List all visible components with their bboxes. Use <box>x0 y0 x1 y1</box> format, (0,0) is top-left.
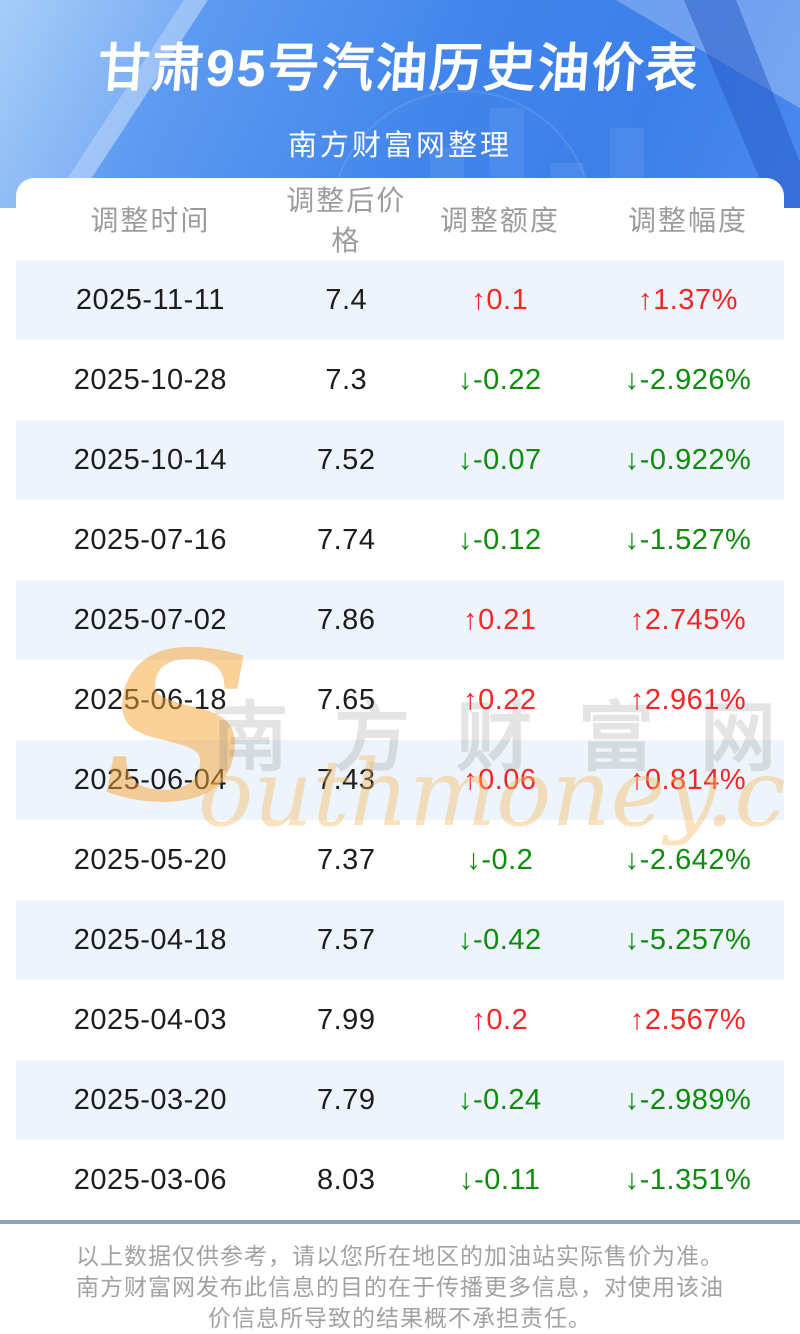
page-title: 甘肃95号汽油历史油价表 <box>95 40 702 98</box>
table-row: 2025-04-03 7.99 ↑0.2 ↑2.567% <box>16 980 784 1060</box>
cell-change-amount: ↓-0.22 <box>458 363 542 396</box>
cell-price: 7.57 <box>317 923 376 956</box>
cell-change-percent: ↑0.814% <box>629 763 747 796</box>
table-row: 2025-05-20 7.37 ↓-0.2 ↓-2.642% <box>16 820 784 900</box>
cell-price: 7.74 <box>317 523 376 556</box>
table-header-row: 调整时间 调整后价格 调整额度 调整幅度 <box>16 178 784 260</box>
table-row: 2025-04-18 7.57 ↓-0.42 ↓-5.257% <box>16 900 784 980</box>
cell-change-percent: ↓-2.989% <box>624 1083 752 1116</box>
table-row: 2025-10-14 7.52 ↓-0.07 ↓-0.922% <box>16 420 784 500</box>
cell-change-amount: ↑0.06 <box>463 763 537 796</box>
cell-change-percent: ↓-1.527% <box>624 523 752 556</box>
table-row: 2025-03-20 7.79 ↓-0.24 ↓-2.989% <box>16 1060 784 1140</box>
col-header-adjust-range: 调整幅度 <box>627 205 748 236</box>
cell-price: 8.03 <box>317 1163 376 1196</box>
cell-price: 7.65 <box>317 683 376 716</box>
cell-change-amount: ↓-0.24 <box>458 1083 542 1116</box>
cell-price: 7.3 <box>325 363 368 396</box>
cell-price: 7.99 <box>317 1003 376 1036</box>
cell-price: 7.43 <box>317 763 376 796</box>
col-header-adjust-time: 调整时间 <box>90 205 211 236</box>
table-row: 2025-03-06 8.03 ↓-0.11 ↓-1.351% <box>16 1140 784 1220</box>
cell-change-amount: ↑0.21 <box>463 603 537 636</box>
cell-change-percent: ↓-2.926% <box>624 363 752 396</box>
table-row: 2025-10-28 7.3 ↓-0.22 ↓-2.926% <box>16 340 784 420</box>
cell-change-percent: ↑2.567% <box>629 1003 747 1036</box>
cell-change-amount: ↓-0.11 <box>459 1163 541 1196</box>
cell-adjust-date: 2025-07-02 <box>73 603 228 636</box>
col-header-adjusted-price: 调整后价格 <box>286 185 407 256</box>
cell-price: 7.79 <box>317 1083 376 1116</box>
page-subtitle: 南方财富网整理 <box>287 130 512 162</box>
cell-price: 7.37 <box>317 843 376 876</box>
cell-change-amount: ↑0.2 <box>471 1003 529 1036</box>
col-header-adjust-amount: 调整额度 <box>439 205 560 236</box>
cell-adjust-date: 2025-06-04 <box>73 763 228 796</box>
price-table: 调整时间 调整后价格 调整额度 调整幅度 2025-11-11 7.4 ↑0.1 ↑1… <box>16 178 784 1220</box>
cell-change-amount: ↓-0.42 <box>458 923 542 956</box>
cell-adjust-date: 2025-07-16 <box>73 523 228 556</box>
cell-change-percent: ↓-2.642% <box>624 843 752 876</box>
footer-disclaimer: 以上数据仅供参考，请以您所在地区的加油站实际售价为准。南方财富网发布此信息的目的… <box>76 1243 724 1331</box>
cell-price: 7.86 <box>317 603 376 636</box>
cell-change-percent: ↑2.961% <box>629 683 747 716</box>
price-table-card: 调整时间 调整后价格 调整额度 调整幅度 2025-11-11 7.4 ↑0.1 ↑1… <box>16 178 784 1220</box>
table-row: 2025-07-16 7.74 ↓-0.12 ↓-1.527% <box>16 500 784 580</box>
cell-change-amount: ↓-0.2 <box>466 843 534 876</box>
price-table-body: 2025-11-11 7.4 ↑0.1 ↑1.37% 2025-10-28 7.3 ↓-0.… <box>16 260 784 1220</box>
cell-adjust-date: 2025-04-03 <box>73 1003 228 1036</box>
cell-adjust-date: 2025-03-20 <box>73 1083 228 1116</box>
table-row: 2025-07-02 7.86 ↑0.21 ↑2.745% <box>16 580 784 660</box>
cell-adjust-date: 2025-11-11 <box>75 283 225 316</box>
cell-change-percent: ↑1.37% <box>638 283 738 316</box>
table-row: 2025-06-18 7.65 ↑0.22 ↑2.961% <box>16 660 784 740</box>
cell-change-percent: ↓-5.257% <box>624 923 752 956</box>
cell-change-percent: ↓-0.922% <box>624 443 752 476</box>
cell-price: 7.4 <box>325 283 368 316</box>
cell-adjust-date: 2025-10-14 <box>73 443 228 476</box>
cell-change-percent: ↓-1.351% <box>624 1163 752 1196</box>
cell-change-amount: ↑0.1 <box>471 283 529 316</box>
cell-adjust-date: 2025-03-06 <box>73 1163 228 1196</box>
cell-change-amount: ↓-0.12 <box>458 523 542 556</box>
table-row: 2025-06-04 7.43 ↑0.06 ↑0.814% <box>16 740 784 820</box>
cell-adjust-date: 2025-04-18 <box>73 923 228 956</box>
cell-change-amount: ↑0.22 <box>463 683 537 716</box>
table-row: 2025-11-11 7.4 ↑0.1 ↑1.37% <box>16 260 784 340</box>
cell-price: 7.52 <box>317 443 376 476</box>
cell-adjust-date: 2025-06-18 <box>73 683 228 716</box>
cell-adjust-date: 2025-05-20 <box>73 843 228 876</box>
cell-change-amount: ↓-0.07 <box>458 443 542 476</box>
cell-change-percent: ↑2.745% <box>629 603 747 636</box>
hero-banner: 甘肃95号汽油历史油价表 南方财富网整理 <box>0 0 800 208</box>
cell-adjust-date: 2025-10-28 <box>73 363 228 396</box>
footer-divider <box>0 1220 800 1224</box>
